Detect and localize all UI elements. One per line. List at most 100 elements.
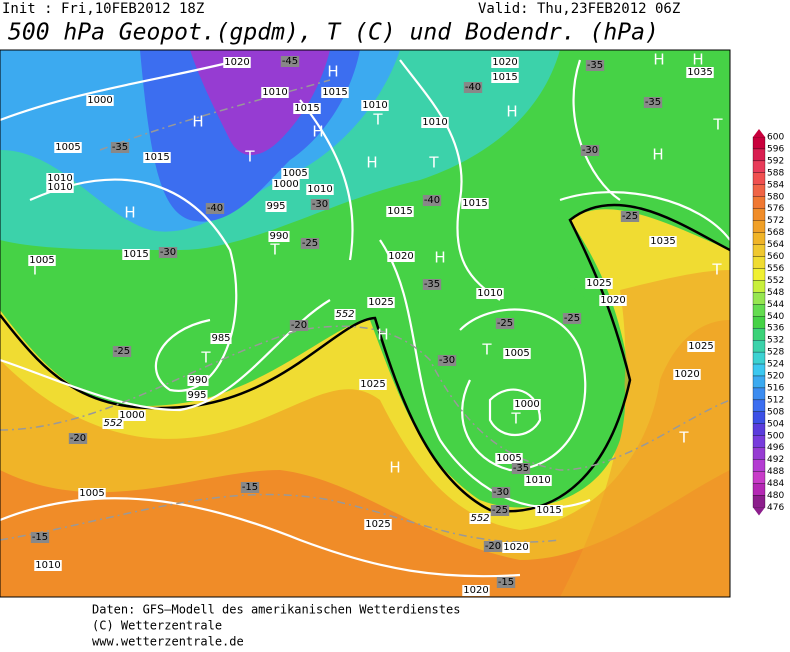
- isobar-label: 1015: [322, 87, 347, 98]
- label-box: [240, 482, 260, 493]
- colorbar-swatch: [752, 172, 766, 185]
- colorbar-label: 476: [767, 503, 784, 513]
- isotherm-label: -25: [492, 505, 508, 516]
- label-box: [293, 103, 321, 114]
- isotherm-label: -30: [582, 145, 598, 156]
- isobar-label: 995: [187, 390, 206, 401]
- colorbar-swatch: [752, 268, 766, 281]
- isobar-label: 1025: [368, 297, 393, 308]
- isotherm-label: -20: [70, 433, 86, 444]
- label-box: [364, 519, 392, 530]
- label-box: [205, 203, 225, 214]
- label-box: [78, 488, 106, 499]
- label-box: [463, 82, 483, 93]
- label-box: [687, 341, 715, 352]
- label-box: [46, 182, 74, 193]
- pressure-center: H: [366, 154, 377, 172]
- label-box: [359, 379, 387, 390]
- label-box: [30, 532, 50, 543]
- label-box: [280, 56, 300, 67]
- colorbar-swatch: [752, 351, 766, 365]
- colorbar-swatch: [752, 148, 766, 162]
- colorbar-label: 576: [767, 204, 784, 214]
- colorbar-label: 564: [767, 240, 784, 250]
- isobar-label: 1025: [365, 519, 390, 530]
- pressure-center: T: [712, 116, 723, 134]
- colorbar-swatch: [752, 292, 766, 305]
- isobar-label: 1035: [687, 67, 712, 78]
- label-box: [585, 278, 613, 289]
- colorbar-swatch: [752, 196, 766, 209]
- contour-label: 552: [470, 513, 489, 524]
- isobar-label: 990: [269, 231, 288, 242]
- isotherm-label: -35: [587, 60, 603, 71]
- label-box: [495, 453, 523, 464]
- label-box: [361, 100, 389, 111]
- colorbar-swatch: [752, 423, 766, 436]
- colorbar-swatch: [752, 136, 766, 150]
- colorbar-label: 552: [767, 276, 784, 286]
- label-box: [68, 433, 88, 444]
- isobar-label: 1000: [273, 179, 298, 190]
- colorbar-label: 516: [767, 383, 784, 393]
- isotherm-label: -40: [207, 203, 223, 214]
- label-box: [503, 348, 531, 359]
- isobar-label: 1010: [47, 173, 72, 184]
- colorbar-label: 584: [767, 180, 784, 190]
- isobar-label: 1005: [55, 142, 80, 153]
- isobar-label: 1025: [586, 278, 611, 289]
- pressure-center: T: [481, 341, 492, 359]
- isotherm-label: -45: [282, 56, 298, 67]
- label-box: [461, 198, 489, 209]
- isobar-label: 1005: [282, 168, 307, 179]
- isotherms: [0, 79, 730, 543]
- label-box: [502, 542, 530, 553]
- colorbar-label: 532: [767, 336, 784, 346]
- footer-line: (C) Wetterzentrale: [92, 619, 222, 633]
- isobar-label: 1005: [504, 348, 529, 359]
- isobar-label: 1025: [360, 379, 385, 390]
- label-box: [483, 541, 503, 552]
- pressure-center: T: [372, 111, 383, 129]
- label-box: [261, 87, 289, 98]
- label-box: [491, 57, 519, 68]
- label-box: [281, 168, 309, 179]
- label-box: [367, 297, 395, 308]
- isobar-label: 1010: [422, 117, 447, 128]
- isotherm-label: -20: [485, 541, 501, 552]
- isobar-label: 985: [211, 333, 230, 344]
- colorbar-swatch: [752, 411, 766, 424]
- isobar-label: 1015: [536, 505, 561, 516]
- colorbar-swatch: [752, 160, 766, 173]
- label-box: [122, 249, 150, 260]
- colorbar-tip: [753, 507, 765, 516]
- warm-region: [0, 470, 730, 597]
- pressure-center: T: [428, 154, 439, 172]
- isobar-label: 1000: [87, 95, 112, 106]
- label-box: [187, 375, 209, 386]
- footer-line: www.wetterzentrale.de: [92, 635, 244, 649]
- isotherm-label: -15: [32, 532, 48, 543]
- colorbar-swatch: [752, 459, 766, 472]
- isobar-label: 1020: [503, 542, 528, 553]
- label-box: [321, 87, 349, 98]
- label-box: [86, 95, 114, 106]
- colorbar-label: 560: [767, 252, 784, 262]
- label-box: [387, 251, 415, 262]
- isobar-label: 1005: [496, 453, 521, 464]
- isotherm-label: -15: [498, 577, 514, 588]
- pressure-center: T: [269, 241, 280, 259]
- label-box: [585, 60, 605, 71]
- label-box: [437, 355, 457, 366]
- isobar-label: 1015: [462, 198, 487, 209]
- isobar-label: 1025: [688, 341, 713, 352]
- pressure-center: H: [192, 113, 203, 131]
- label-box: [649, 236, 677, 247]
- valid-text: Valid: Thu,23FEB2012 06Z: [478, 1, 680, 17]
- init-text: Init : Fri,10FEB2012 18Z: [2, 1, 204, 17]
- label-box: [422, 279, 442, 290]
- label-box: [102, 418, 124, 429]
- isobars: [0, 58, 730, 578]
- colorbar-label: 556: [767, 264, 784, 274]
